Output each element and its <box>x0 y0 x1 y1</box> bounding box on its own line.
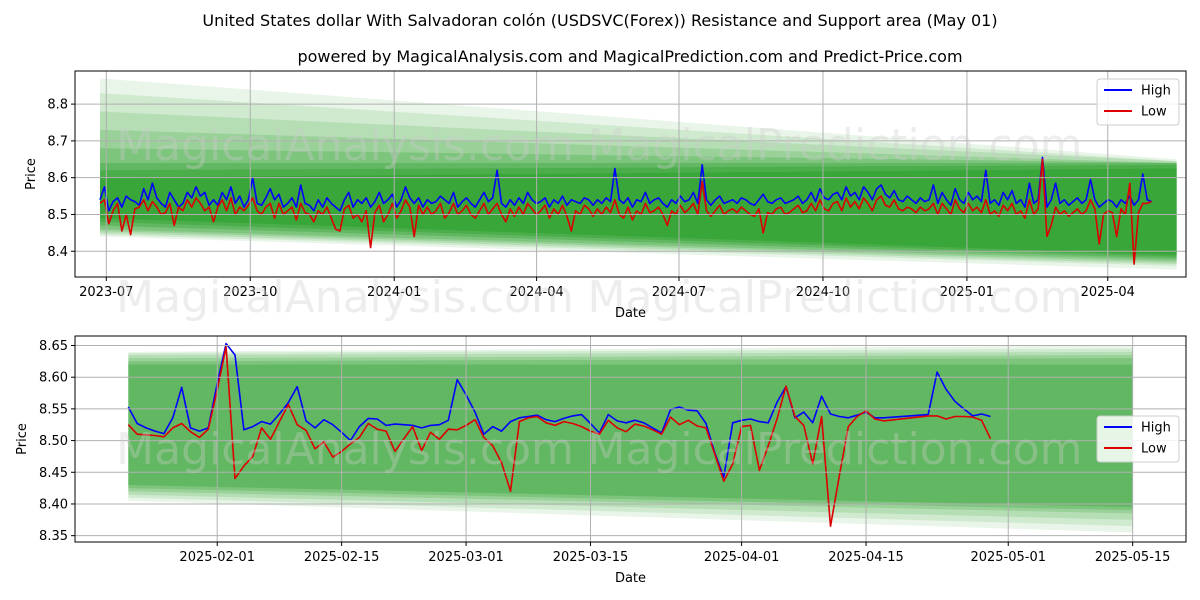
watermark-analysis: MagicalAnalysis.com <box>116 424 574 475</box>
x-tick-label: 2025-02-01 <box>179 550 255 565</box>
axes-frame <box>74 70 1187 278</box>
x-tick-label: 2025-05-01 <box>970 550 1046 565</box>
legend-low-label: Low <box>1141 442 1167 457</box>
plot-area <box>127 342 1133 533</box>
band-layer-1 <box>128 348 1133 527</box>
watermark-prediction: MagicalPrediction.com <box>588 424 1083 475</box>
watermark-prediction: MagicalPrediction.com <box>588 120 1083 171</box>
x-tick-label: 2023-10 <box>223 285 277 300</box>
high-series-line <box>99 156 1152 212</box>
y-tick-label: 8.8 <box>47 98 68 113</box>
x-tick-label: 2024-10 <box>796 285 850 300</box>
x-tick-label: 2025-04 <box>1081 285 1135 300</box>
x-tick-label: 2025-05-15 <box>1095 550 1171 565</box>
x-tick-label: 2024-07 <box>652 285 706 300</box>
y-tick-label: 8.35 <box>39 529 68 544</box>
legend-low-label: Low <box>1141 105 1167 120</box>
x-tick-label: 2025-04-15 <box>828 550 904 565</box>
watermark-analysis: MagicalAnalysis.com <box>116 272 574 323</box>
chart-subtitle: powered by MagicalAnalysis.com and Magic… <box>297 47 962 66</box>
x-axis-label: Date <box>615 306 646 321</box>
y-tick-label: 8.60 <box>39 371 68 386</box>
y-tick-label: 8.6 <box>47 171 68 186</box>
y-tick-label: 8.45 <box>39 466 68 481</box>
axes-frame <box>74 335 1187 543</box>
legend-high-label: High <box>1141 84 1171 99</box>
band-layer-3 <box>128 355 1133 514</box>
y-tick-label: 8.40 <box>39 497 68 512</box>
y-tick-label: 8.5 <box>47 208 68 223</box>
watermark-prediction: MagicalPrediction.com <box>588 272 1083 323</box>
x-tick-label: 2025-01 <box>940 285 994 300</box>
y-tick-label: 8.7 <box>47 134 68 149</box>
chart-title: United States dollar With Salvadoran col… <box>202 11 997 30</box>
band-layer-0 <box>128 345 1133 533</box>
x-tick-label: 2025-04-01 <box>704 550 780 565</box>
upper-chart-panel: 2023-07 2023-10 2024-01 2024-04 2024-07 2024-… <box>24 70 1187 323</box>
y-tick-label: 8.4 <box>47 245 68 260</box>
y-axis-label: Price <box>24 158 39 190</box>
x-tick-label: 2025-03-01 <box>428 550 504 565</box>
legend-high-label: High <box>1141 421 1171 436</box>
band-layer-2 <box>128 351 1133 520</box>
high-series-line <box>127 342 991 479</box>
y-tick-label: 8.65 <box>39 339 68 354</box>
y-tick-label: 8.50 <box>39 434 68 449</box>
x-tick-label: 2023-07 <box>79 285 133 300</box>
low-series-line <box>99 158 1152 265</box>
y-tick-label: 8.55 <box>39 402 68 417</box>
x-tick-label: 2025-02-15 <box>304 550 380 565</box>
x-tick-label: 2025-03-15 <box>553 550 629 565</box>
watermark-analysis: MagicalAnalysis.com <box>116 120 574 171</box>
x-tick-label: 2024-01 <box>367 285 421 300</box>
lower-chart-panel: 2025-02-01 2025-02-15 2025-03-01 2025-03-15… <box>15 335 1187 586</box>
x-tick-label: 2024-04 <box>509 285 563 300</box>
x-axis-label: Date <box>615 571 646 586</box>
y-axis-label: Price <box>15 423 30 455</box>
band-layer-5 <box>128 364 1133 508</box>
plot-area <box>99 78 1177 270</box>
